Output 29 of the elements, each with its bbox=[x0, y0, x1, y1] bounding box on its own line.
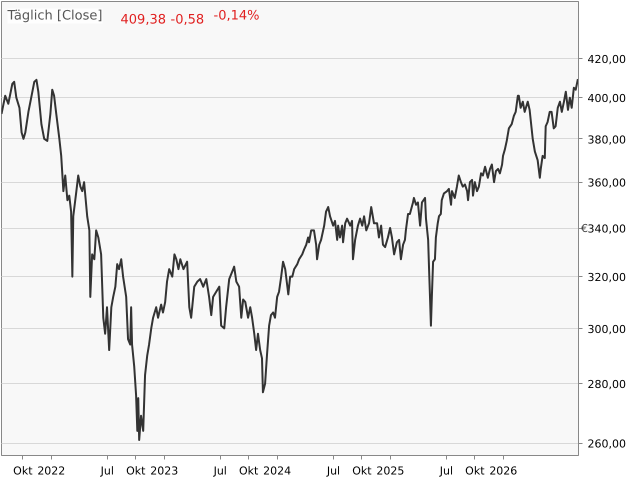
line-series bbox=[2, 78, 578, 441]
y-tick-label: 340,00 bbox=[588, 222, 626, 236]
x-tick-label: Okt bbox=[352, 464, 372, 478]
y-tick-label: 300,00 bbox=[588, 322, 626, 336]
x-tick-label: Okt bbox=[126, 464, 146, 478]
x-tick-label: Okt bbox=[465, 464, 486, 478]
x-tick-label: Jul bbox=[100, 464, 114, 478]
text: Täglich [Close] bbox=[6, 8, 102, 24]
y-tick-label: 320,00 bbox=[588, 271, 626, 284]
x-tick-label: Jul bbox=[326, 464, 340, 478]
x-tick-label: Jul bbox=[438, 464, 454, 478]
x-tick-label: Okt bbox=[13, 464, 34, 478]
y-axis-title: € bbox=[580, 222, 588, 235]
y-tick-label: 360,00 bbox=[588, 176, 626, 190]
x-tick-label: Okt bbox=[239, 464, 260, 478]
x-tick-label: 2025 bbox=[376, 464, 404, 478]
y-tick-label: 380,00 bbox=[588, 133, 626, 146]
y-tick-label: 420,00 bbox=[588, 53, 626, 66]
x-tick-label: 2023 bbox=[150, 464, 178, 478]
x-tick-label: 2026 bbox=[489, 464, 518, 478]
x-tick-label: Jul bbox=[212, 464, 227, 478]
annotation: -0,58 bbox=[170, 12, 204, 28]
y-tick-label: 260,00 bbox=[588, 438, 626, 451]
y-tick-label: 280,00 bbox=[588, 378, 626, 392]
y-tick-label: 400,00 bbox=[588, 92, 626, 106]
x-tick-label: 2024 bbox=[263, 464, 292, 478]
annotation: 409,38 bbox=[120, 12, 166, 28]
annotation: -0,14% bbox=[214, 8, 260, 24]
x-tick-label: 2022 bbox=[37, 464, 66, 478]
